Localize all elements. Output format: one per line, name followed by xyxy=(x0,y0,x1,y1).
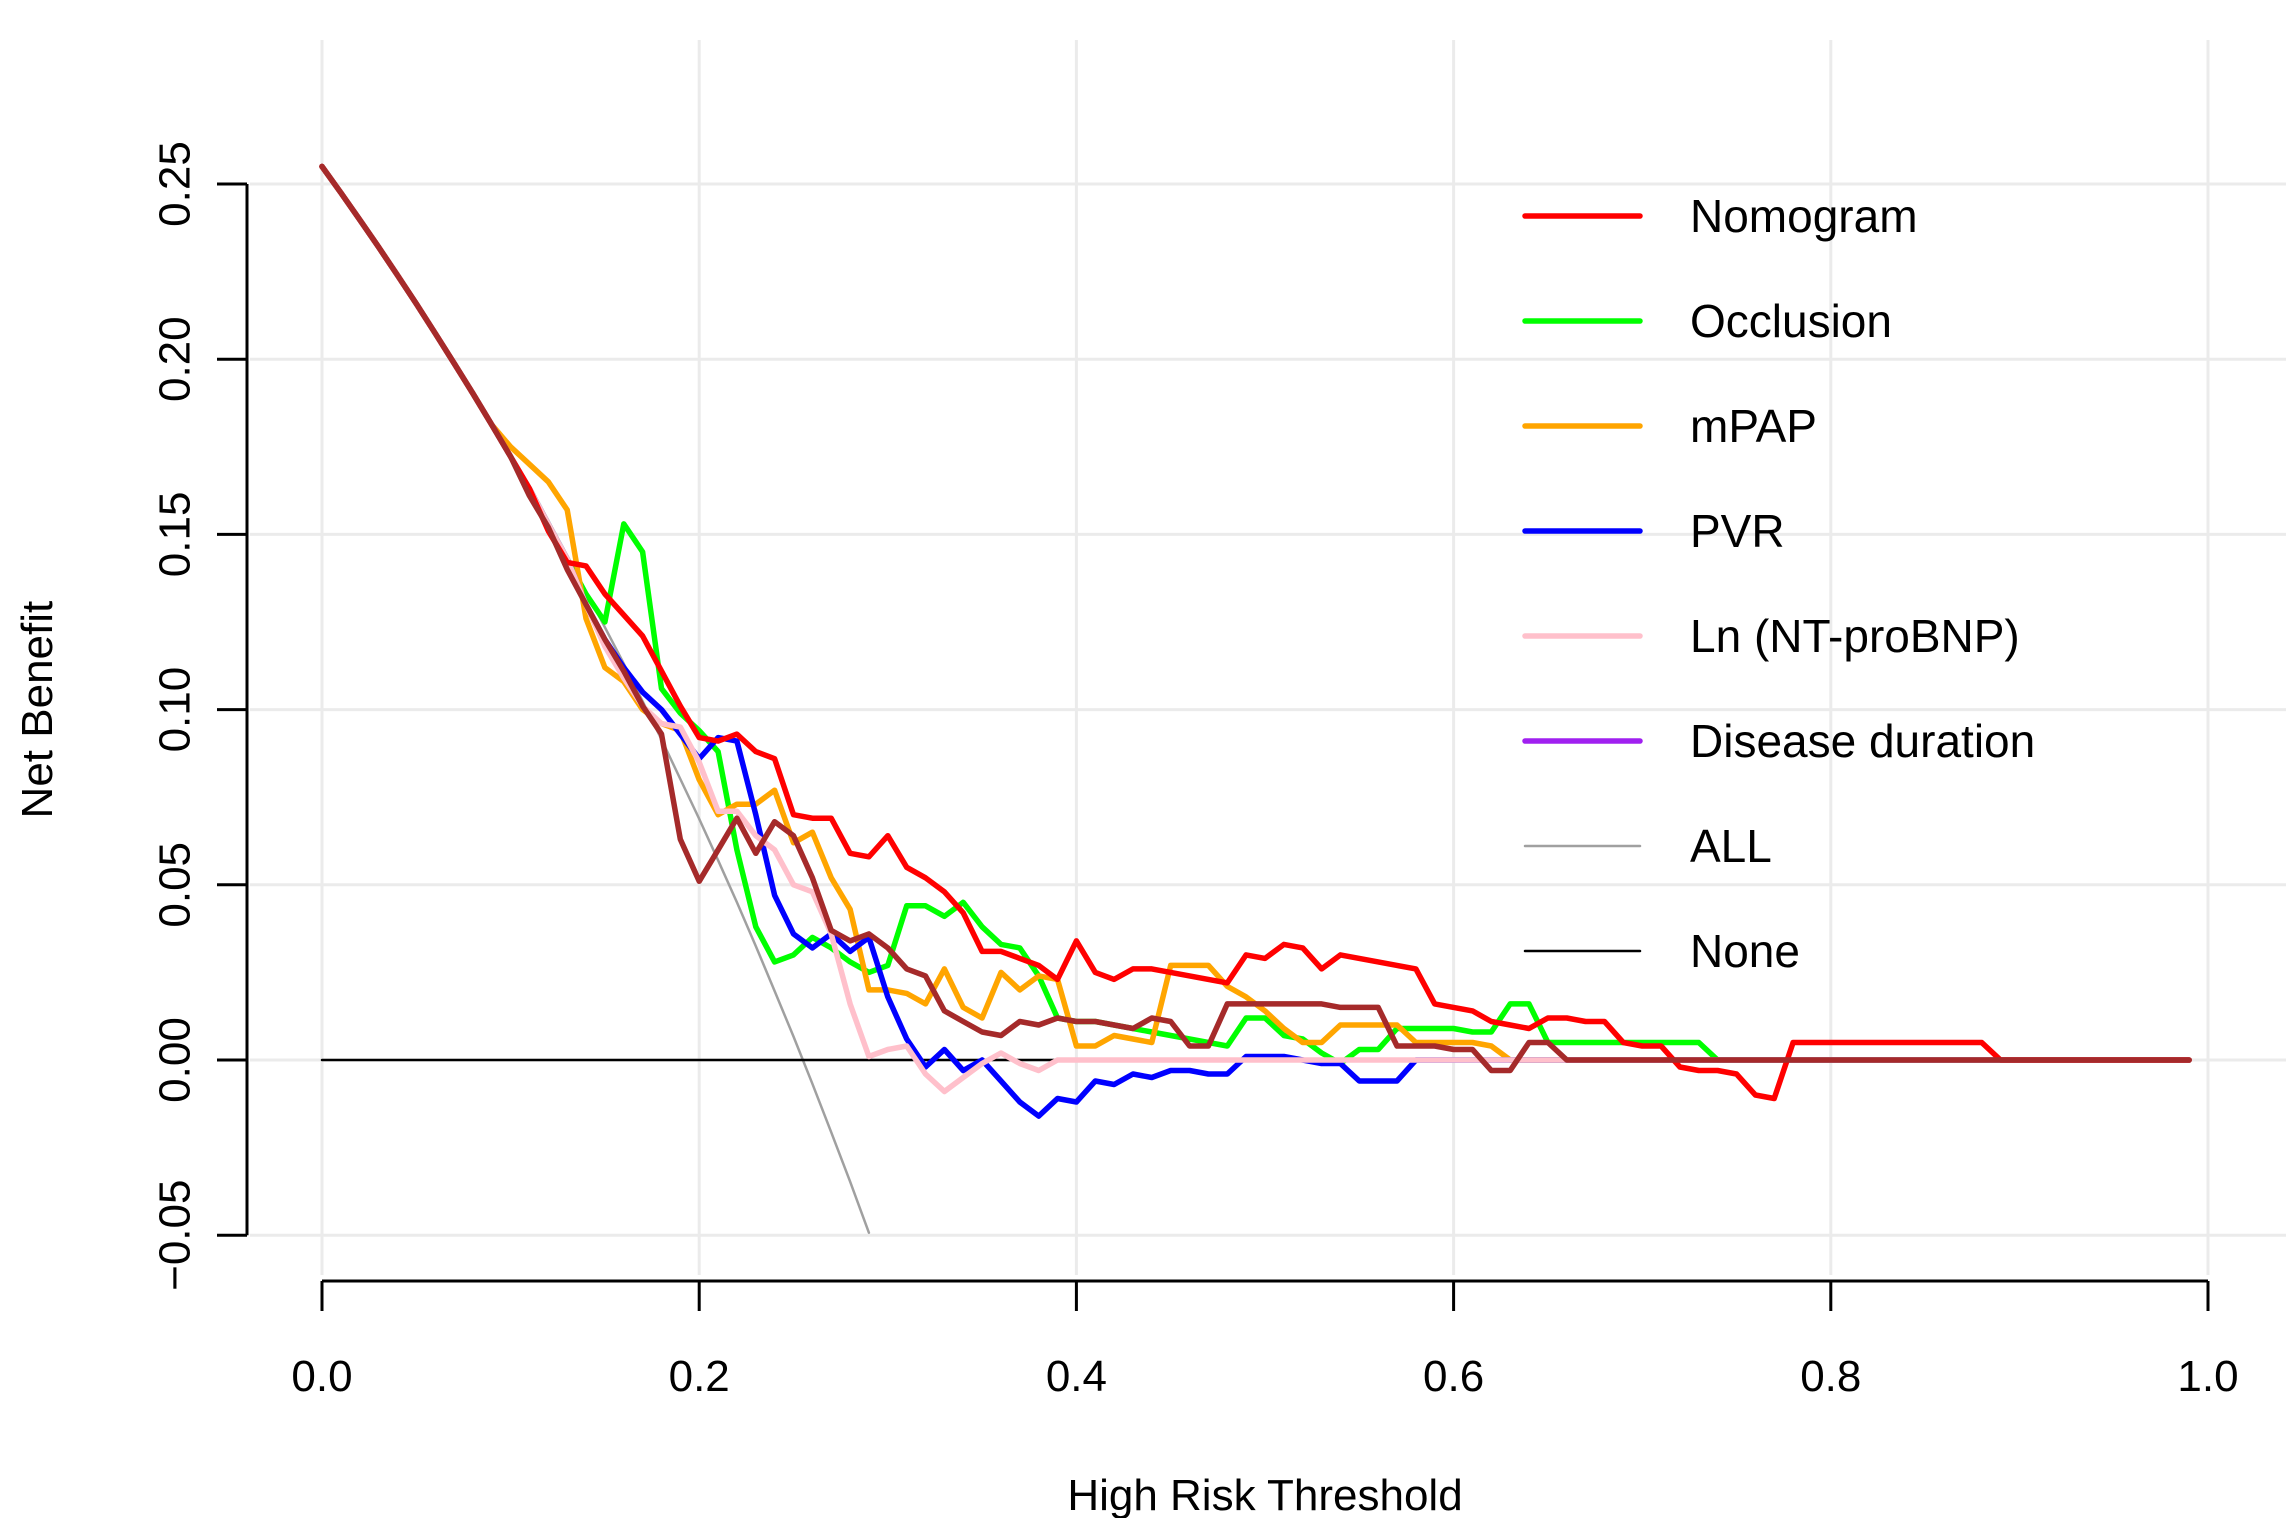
x-tick-label: 0.6 xyxy=(1423,1352,1484,1401)
y-tick-label: 0.25 xyxy=(151,141,200,227)
x-tick-label: 0.8 xyxy=(1800,1352,1861,1401)
legend-item: Disease duration xyxy=(1522,715,2035,767)
y-tick-label: 0.10 xyxy=(151,667,200,753)
series-line-all xyxy=(320,165,871,1234)
legend-item: Occlusion xyxy=(1522,295,1892,347)
legend-label: Occlusion xyxy=(1690,295,1892,347)
legend-item: None xyxy=(1523,925,1800,977)
legend-label: PVR xyxy=(1690,505,1785,557)
x-axis-title: High Risk Threshold xyxy=(1067,1471,1462,1518)
legend-item: Nomogram xyxy=(1522,190,1918,242)
y-tick-label: 0.00 xyxy=(151,1017,200,1103)
grid-lines xyxy=(250,40,2286,1275)
legend-label: mPAP xyxy=(1690,400,1817,452)
legend-item: mPAP xyxy=(1522,400,1817,452)
legend-label: Ln (NT-proBNP) xyxy=(1690,610,2020,662)
series-line-disease-duration xyxy=(319,163,2192,1074)
axes: −0.05 0.00 0.05 0.10 0.15 0.20 0.25 0.0 0.2 0.4 0.… xyxy=(151,141,2239,1401)
legend-label: ALL xyxy=(1690,820,1772,872)
y-axis-title: Net Benefit xyxy=(13,601,62,819)
x-tick-label: 0.4 xyxy=(1046,1352,1107,1401)
legend-label: None xyxy=(1690,925,1800,977)
legend: Nomogram Occlusion mPAP PVR Ln (NT-proBNP) Di… xyxy=(1522,190,2035,977)
legend-item: ALL xyxy=(1523,820,1772,872)
legend-item: PVR xyxy=(1522,505,1785,557)
legend-label: Disease duration xyxy=(1690,715,2035,767)
x-tick-label: 0.0 xyxy=(291,1352,352,1401)
legend-item: Ln (NT-proBNP) xyxy=(1522,610,2020,662)
legend-label: Nomogram xyxy=(1690,190,1918,242)
y-tick-label: 0.20 xyxy=(151,316,200,402)
x-tick-label: 1.0 xyxy=(2177,1352,2238,1401)
y-tick-label: 0.15 xyxy=(151,492,200,578)
y-tick-label: −0.05 xyxy=(151,1180,200,1291)
series-line-nomogram xyxy=(319,163,2192,1102)
series-lines xyxy=(319,163,2192,1234)
y-tick-label: 0.05 xyxy=(151,842,200,928)
x-tick-label: 0.2 xyxy=(669,1352,730,1401)
